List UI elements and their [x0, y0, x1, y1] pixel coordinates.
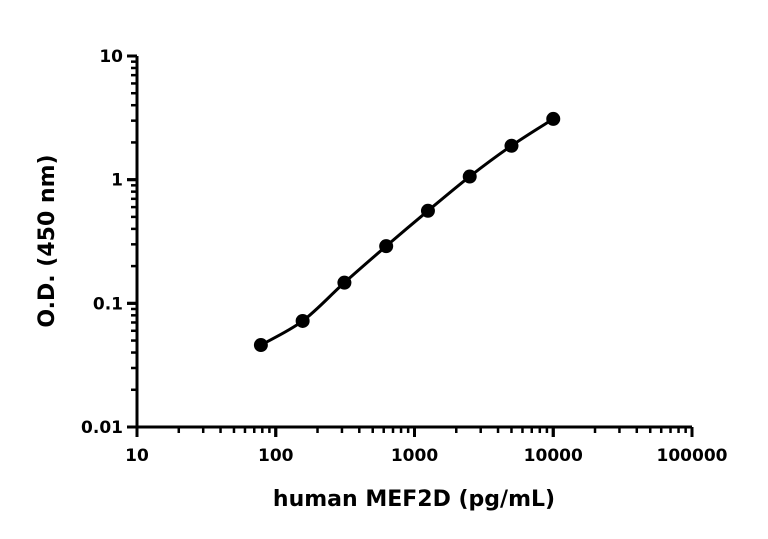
data-point — [379, 239, 394, 254]
x-axis-title: human MEF2D (pg/mL) — [273, 487, 555, 512]
data-point — [295, 313, 310, 328]
data-point — [504, 138, 519, 153]
data-point — [253, 338, 268, 353]
y-tick-label: 0.01 — [81, 418, 123, 438]
y-tick-label: 10 — [99, 47, 123, 67]
x-tick-label: 100000 — [657, 446, 728, 466]
axes — [127, 54, 694, 437]
x-tick-label: 100 — [258, 446, 294, 466]
tick-labels: 10 100 1000 10000 100000 0.01 0.1 1 10 — [81, 47, 728, 466]
y-tick-label: 0.1 — [93, 294, 123, 314]
data-point — [546, 111, 561, 126]
data-points — [253, 111, 561, 353]
x-tick-label: 10000 — [524, 446, 583, 466]
data-point — [420, 203, 435, 218]
data-point — [462, 169, 477, 184]
x-tick-label: 10 — [125, 446, 149, 466]
fit-curve — [260, 117, 555, 347]
y-tick-label: 1 — [111, 171, 123, 191]
x-tick-label: 1000 — [391, 446, 438, 466]
data-point — [337, 275, 352, 290]
y-axis-title: O.D. (450 nm) — [35, 154, 60, 327]
